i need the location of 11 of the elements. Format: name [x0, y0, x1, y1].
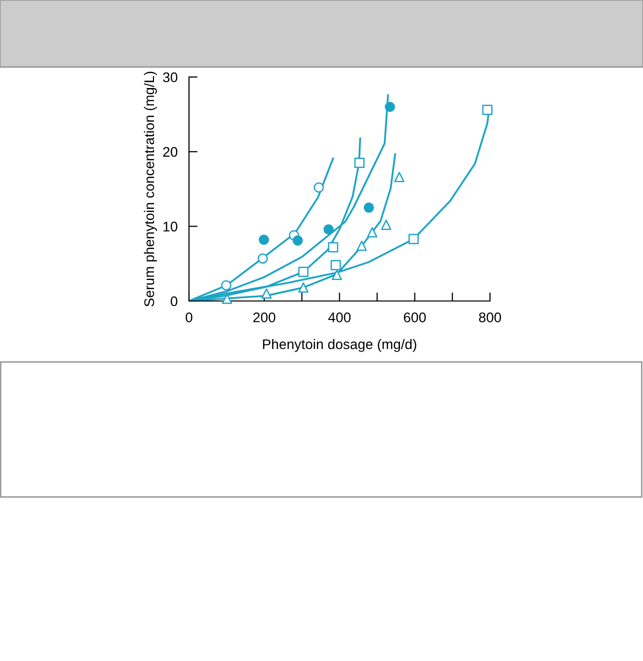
x-axis-title: Phenytoin dosage (mg/d): [263, 338, 416, 352]
x-tick-label: 600: [404, 312, 426, 322]
y-tick-label: 0: [170, 296, 178, 306]
x-tick-label: 0: [186, 312, 192, 322]
y-axis-title: Serum phenytoin concentration (mg/L): [144, 72, 157, 306]
x-tick-label: 400: [328, 312, 351, 322]
x-tick-label: 200: [253, 312, 276, 322]
y-tick-label: 20: [163, 147, 178, 157]
y-tick-label: 10: [164, 222, 178, 232]
y-tick-label: 30: [162, 72, 178, 82]
x-tick-label: 800: [479, 312, 502, 322]
